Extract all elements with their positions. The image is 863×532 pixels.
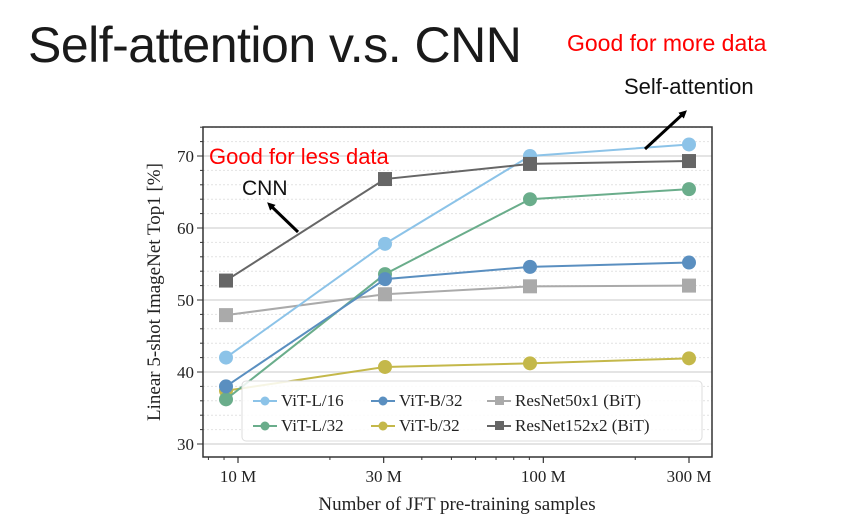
legend-item: ResNet152x2 (BiT) — [487, 416, 650, 435]
legend-label: ResNet50x1 (BiT) — [515, 391, 641, 410]
data-point — [378, 272, 392, 287]
y-axis: 30 40 50 60 70 — [177, 126, 203, 454]
data-point — [219, 308, 233, 323]
data-point — [378, 172, 392, 187]
legend-label: ViT-L/16 — [281, 391, 344, 410]
data-point — [378, 359, 392, 374]
data-point — [682, 278, 696, 293]
legend-label: ViT-B/32 — [399, 391, 463, 410]
data-point — [523, 156, 537, 171]
data-point — [219, 379, 233, 394]
legend-item: ViT-L/16 — [253, 391, 344, 410]
legend-item: ViT-L/32 — [253, 416, 344, 435]
series-vit-b-32 — [219, 255, 696, 394]
data-point — [219, 392, 233, 407]
y-axis-title: Linear 5-shot ImageNet Top1 [%] — [144, 163, 165, 421]
legend-marker — [260, 421, 270, 431]
legend-label: ResNet152x2 (BiT) — [515, 416, 650, 435]
legend-label: ViT-b/32 — [399, 416, 460, 435]
series-layer — [219, 137, 696, 407]
legend-label: ViT-L/32 — [281, 416, 344, 435]
slide-title: Self-attention v.s. CNN — [28, 17, 522, 73]
cnn-arrow — [267, 202, 300, 234]
note-self-attention: Self-attention — [624, 74, 754, 99]
plot-frame — [202, 126, 713, 458]
legend-marker — [378, 396, 388, 406]
series-line — [225, 261, 690, 388]
data-point — [682, 255, 696, 270]
note-good-for-more-data: Good for more data — [567, 30, 767, 56]
legend-marker — [378, 421, 388, 431]
series-line — [225, 357, 690, 392]
series-line — [225, 188, 690, 401]
data-point — [378, 236, 392, 251]
legend: ViT-L/16 ViT-B/32 ResNet50x1 (BiT) ViT-L/32… — [241, 380, 703, 442]
x-tick-label: 30 M — [365, 467, 401, 486]
data-point — [523, 356, 537, 371]
series-line — [225, 160, 690, 282]
data-point — [523, 279, 537, 294]
legend-item: ViT-b/32 — [371, 416, 460, 435]
data-point — [682, 351, 696, 366]
data-point — [682, 154, 696, 169]
legend-marker — [260, 396, 270, 406]
series-resnet152x2-bit — [219, 154, 696, 288]
annotation-good-for-less-data: Good for less data — [209, 144, 390, 169]
data-point — [378, 287, 392, 302]
y-tick-label: 60 — [177, 219, 194, 238]
self-attention-arrow — [643, 110, 687, 151]
data-point — [523, 259, 537, 274]
series-line — [225, 284, 690, 317]
y-tick-label: 50 — [177, 291, 194, 310]
data-point — [219, 273, 233, 288]
y-tick-label: 70 — [177, 147, 194, 166]
data-point — [682, 182, 696, 197]
y-tick-label: 30 — [177, 435, 194, 454]
x-axis-title: Number of JFT pre-training samples — [318, 494, 595, 515]
legend-marker — [495, 396, 504, 405]
data-point — [219, 350, 233, 365]
y-tick-label: 40 — [177, 363, 194, 382]
legend-item: ViT-B/32 — [371, 391, 463, 410]
x-tick-label: 10 M — [220, 467, 256, 486]
legend-frame — [241, 380, 703, 442]
series-line — [225, 143, 690, 359]
x-tick-label: 100 M — [521, 467, 566, 486]
data-point — [682, 137, 696, 152]
legend-marker — [495, 421, 504, 430]
legend-item: ResNet50x1 (BiT) — [487, 391, 641, 410]
annotation-cnn: CNN — [242, 177, 288, 200]
data-point — [523, 192, 537, 207]
x-tick-label: 300 M — [667, 467, 712, 486]
x-axis: 10 M 30 M 100 M 300 M — [207, 457, 712, 486]
series-resnet50x1-bit — [219, 278, 696, 323]
